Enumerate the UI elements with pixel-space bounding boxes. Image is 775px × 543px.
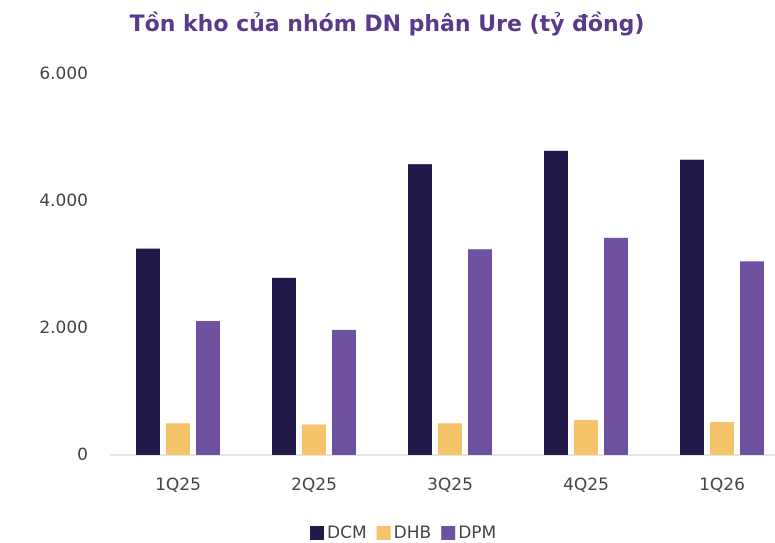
legend-label: DHB <box>394 523 432 543</box>
y-tick-label: 2.000 <box>39 318 88 338</box>
legend-swatch <box>310 526 324 540</box>
x-tick-label: 4Q25 <box>563 475 609 495</box>
bar <box>332 329 356 455</box>
bar <box>302 424 326 455</box>
legend-swatch <box>376 526 391 540</box>
bar <box>604 237 628 455</box>
x-tick-label: 2Q25 <box>291 475 337 495</box>
bar <box>196 321 220 455</box>
legend-swatch <box>441 526 456 540</box>
y-tick-label: 6.000 <box>39 64 88 84</box>
chart-title: Tồn kho của nhóm DN phân Ure (tỷ đồng) <box>130 12 645 37</box>
bar <box>468 249 492 455</box>
bar <box>438 423 462 455</box>
bar <box>740 261 764 455</box>
x-tick-label: 1Q25 <box>155 475 201 495</box>
bar <box>136 248 160 455</box>
bar <box>574 420 598 455</box>
x-tick-label: 3Q25 <box>427 475 473 495</box>
x-tick-label: 1Q26 <box>699 475 745 495</box>
bar <box>544 150 568 455</box>
legend-label: DCM <box>327 523 367 543</box>
bar <box>166 423 190 455</box>
legend-label: DPM <box>458 523 496 543</box>
bar <box>710 421 734 455</box>
bar <box>408 164 432 456</box>
y-tick-label: 4.000 <box>39 191 88 211</box>
y-tick-label: 0 <box>77 445 88 465</box>
bar <box>680 159 704 455</box>
bar <box>272 277 296 455</box>
